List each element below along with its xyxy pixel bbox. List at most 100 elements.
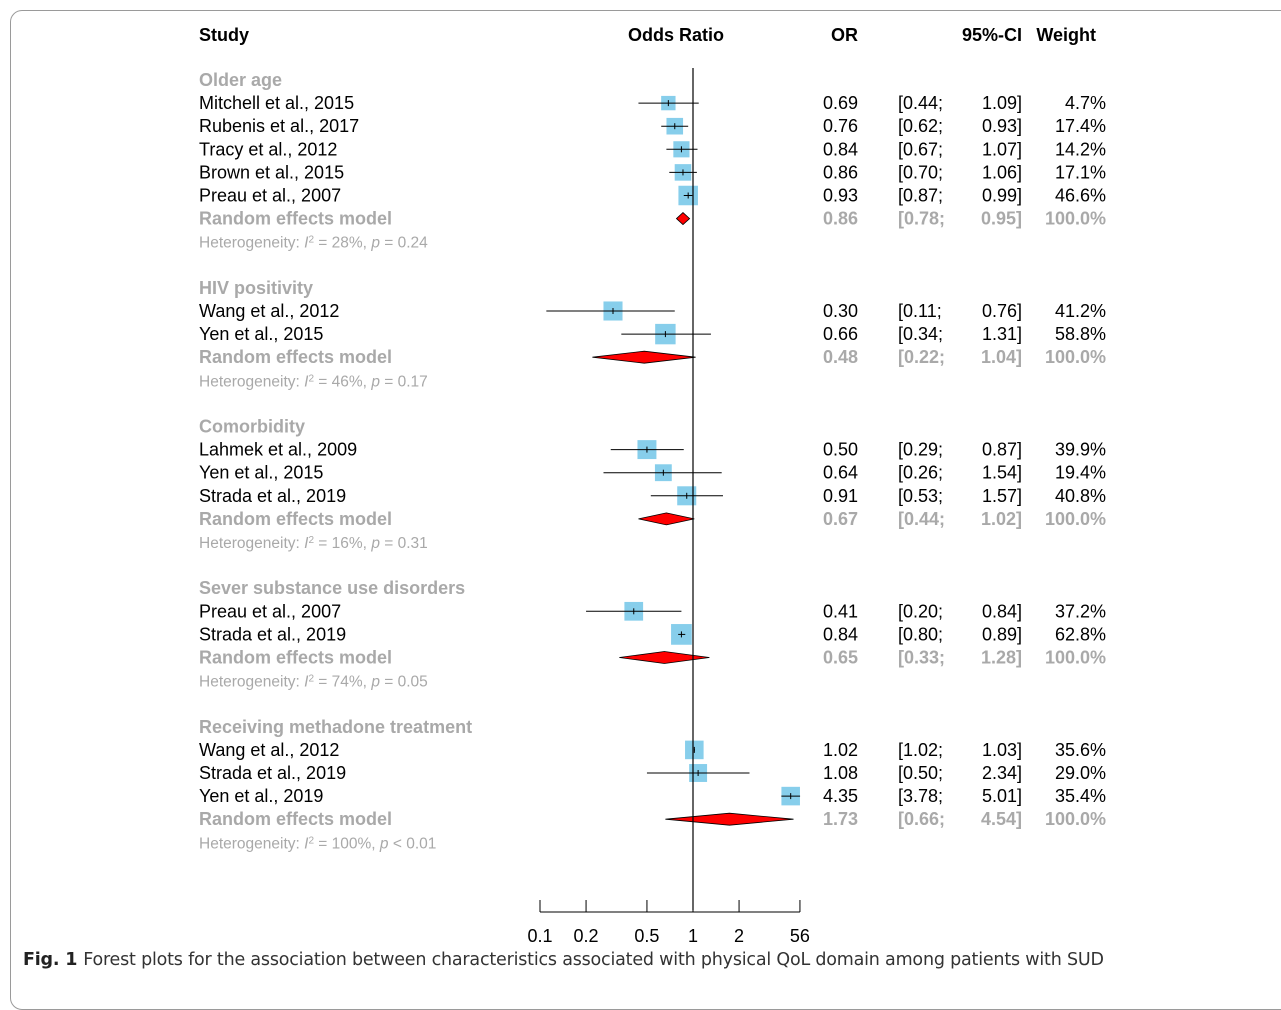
study-label: Tracy et al., 2012: [199, 139, 337, 159]
study-ci-lower: [0.29;: [898, 440, 943, 460]
study-or-value: 0.66: [823, 324, 858, 344]
study-or-value: 0.30: [823, 301, 858, 321]
pooled-diamond: [619, 651, 710, 664]
study-ci-lower: [0.11;: [898, 301, 942, 321]
pooled-label: Random effects model: [199, 648, 392, 668]
study-ci-upper: 1.57]: [982, 486, 1022, 506]
study-or-value: 0.64: [823, 463, 858, 483]
study-label: Yen et al., 2019: [199, 786, 323, 806]
study-weight: 35.4%: [1055, 786, 1106, 806]
pooled-ci-lower: [0.44;: [898, 509, 945, 529]
forest-rows: Older age Mitchell et al., 2015 0.69 [0.44;…: [199, 70, 1106, 852]
study-label: Strada et al., 2019: [199, 624, 346, 644]
study-ci-lower: [1.02;: [898, 740, 943, 760]
pooled-diamond: [638, 512, 695, 526]
pooled-weight: 100.0%: [1045, 809, 1106, 829]
study-ci-upper: 2.34]: [982, 763, 1022, 783]
study-ci-lower: [0.62;: [898, 116, 943, 136]
forest-plot: Study Odds Ratio OR 95%-CI Weight Older …: [199, 25, 1106, 945]
pooled-ci-lower: [0.78;: [898, 209, 945, 229]
study-or-value: 0.50: [823, 440, 858, 460]
study-ci-upper: 1.06]: [982, 162, 1022, 182]
study-label: Brown et al., 2015: [199, 162, 344, 182]
header-odds-ratio: Odds Ratio: [628, 25, 724, 45]
study-ci-lower: [0.80;: [898, 624, 943, 644]
study-ci-lower: [0.70;: [898, 162, 943, 182]
study-ci-upper: 1.03]: [982, 740, 1022, 760]
x-axis: 0.1 0.2 0.5 1 2 56: [527, 68, 810, 945]
study-label: Wang et al., 2012: [199, 301, 339, 321]
pooled-or-value: 0.65: [823, 648, 858, 668]
heterogeneity-stat: Heterogeneity: I2 = 16%, p = 0.31: [199, 535, 428, 553]
x-tick-label: 0.1: [527, 926, 552, 945]
study-ci-lower: [0.53;: [898, 486, 943, 506]
pooled-or-value: 0.67: [823, 509, 858, 529]
study-or-value: 0.41: [823, 601, 858, 621]
pooled-weight: 100.0%: [1045, 509, 1106, 529]
study-label: Lahmek et al., 2009: [199, 440, 357, 460]
pooled-label: Random effects model: [199, 347, 392, 367]
study-ci-upper: 0.87]: [982, 440, 1022, 460]
study-ci-upper: 0.84]: [982, 601, 1022, 621]
study-ci-upper: 1.31]: [982, 324, 1022, 344]
study-weight: 17.1%: [1055, 162, 1106, 182]
study-weight: 17.4%: [1055, 116, 1106, 136]
subgroup-title: Receiving methadone treatment: [199, 717, 472, 737]
study-weight: 41.2%: [1055, 301, 1106, 321]
study-weight: 58.8%: [1055, 324, 1106, 344]
study-or-value: 1.02: [823, 740, 858, 760]
heterogeneity-stat: Heterogeneity: I2 = 46%, p = 0.17: [199, 373, 428, 391]
pooled-weight: 100.0%: [1045, 209, 1106, 229]
heterogeneity-stat: Heterogeneity: I2 = 100%, p < 0.01: [199, 835, 436, 853]
study-ci-upper: 1.09]: [982, 93, 1022, 113]
study-label: Wang et al., 2012: [199, 740, 339, 760]
pooled-diamond: [592, 350, 696, 364]
heterogeneity-stat: Heterogeneity: I2 = 28%, p = 0.24: [199, 234, 428, 252]
study-or-value: 0.84: [823, 624, 858, 644]
study-weight: 35.6%: [1055, 740, 1106, 760]
study-or-value: 0.69: [823, 93, 858, 113]
subgroup-title: Older age: [199, 70, 282, 90]
pooled-ci-upper: 1.02]: [981, 509, 1022, 529]
caption-label: Fig. 1: [23, 950, 78, 970]
study-ci-lower: [0.26;: [898, 463, 943, 483]
study-label: Preau et al., 2007: [199, 601, 341, 621]
heterogeneity-stat: Heterogeneity: I2 = 74%, p = 0.05: [199, 673, 428, 691]
study-or-value: 0.93: [823, 186, 858, 206]
study-ci-upper: 0.99]: [982, 186, 1022, 206]
pooled-ci-lower: [0.22;: [898, 347, 945, 367]
study-ci-upper: 5.01]: [982, 786, 1022, 806]
study-label: Yen et al., 2015: [199, 463, 323, 483]
pooled-label: Random effects model: [199, 209, 392, 229]
study-label: Yen et al., 2015: [199, 324, 323, 344]
x-tick-label: 2: [734, 926, 744, 945]
study-label: Strada et al., 2019: [199, 763, 346, 783]
study-weight: 40.8%: [1055, 486, 1106, 506]
study-label: Rubenis et al., 2017: [199, 116, 359, 136]
study-ci-lower: [0.67;: [898, 139, 943, 159]
header-study: Study: [199, 25, 249, 45]
study-or-value: 0.76: [823, 116, 858, 136]
study-weight: 37.2%: [1055, 601, 1106, 621]
pooled-label: Random effects model: [199, 809, 392, 829]
study-weight: 46.6%: [1055, 186, 1106, 206]
header-or: OR: [831, 25, 858, 45]
study-ci-upper: 0.93]: [982, 116, 1022, 136]
study-weight: 4.7%: [1065, 93, 1106, 113]
header-weight: Weight: [1036, 25, 1096, 45]
pooled-or-value: 0.86: [823, 209, 858, 229]
study-ci-upper: 1.07]: [982, 139, 1022, 159]
subgroup-title: Sever substance use disorders: [199, 578, 465, 598]
study-weight: 62.8%: [1055, 624, 1106, 644]
pooled-ci-upper: 1.04]: [981, 347, 1022, 367]
x-tick-label: 56: [790, 926, 810, 945]
study-weight: 19.4%: [1055, 463, 1106, 483]
study-weight: 14.2%: [1055, 139, 1106, 159]
pooled-ci-upper: 1.28]: [981, 648, 1022, 668]
pooled-or-value: 0.48: [823, 347, 858, 367]
pooled-ci-upper: 4.54]: [981, 809, 1022, 829]
study-ci-lower: [0.44;: [898, 93, 943, 113]
study-ci-lower: [0.34;: [898, 324, 943, 344]
study-label: Preau et al., 2007: [199, 186, 341, 206]
pooled-ci-lower: [0.66;: [898, 809, 945, 829]
